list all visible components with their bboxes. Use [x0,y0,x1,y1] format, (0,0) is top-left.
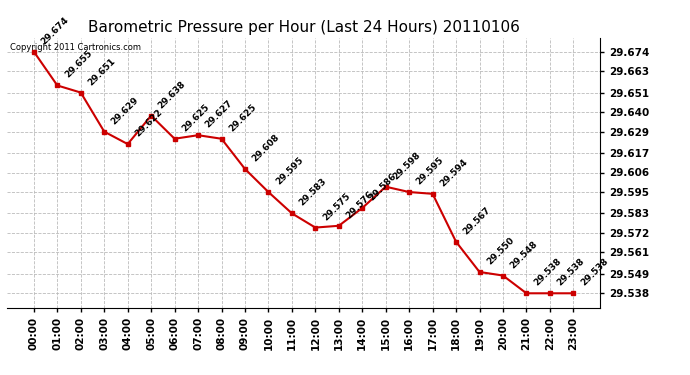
Title: Barometric Pressure per Hour (Last 24 Hours) 20110106: Barometric Pressure per Hour (Last 24 Ho… [88,20,520,35]
Text: Copyright 2011 Cartronics.com: Copyright 2011 Cartronics.com [10,43,141,52]
Text: 29.576: 29.576 [344,189,375,220]
Text: 29.583: 29.583 [297,177,328,208]
Text: 29.595: 29.595 [415,156,446,186]
Text: 29.594: 29.594 [438,157,469,188]
Text: 29.638: 29.638 [157,79,188,110]
Text: 29.586: 29.586 [368,171,399,202]
Text: 29.625: 29.625 [180,102,211,133]
Text: 29.595: 29.595 [274,156,305,186]
Text: 29.575: 29.575 [321,191,352,222]
Text: 29.548: 29.548 [509,239,540,270]
Text: 29.622: 29.622 [133,108,164,138]
Text: 29.538: 29.538 [532,257,563,288]
Text: 29.538: 29.538 [579,257,610,288]
Text: 29.538: 29.538 [555,257,586,288]
Text: 29.629: 29.629 [110,95,141,126]
Text: 29.674: 29.674 [39,15,70,46]
Text: 29.655: 29.655 [63,49,94,80]
Text: 29.550: 29.550 [485,236,516,266]
Text: 29.627: 29.627 [204,99,235,130]
Text: 29.608: 29.608 [250,132,282,164]
Text: 29.625: 29.625 [227,102,258,133]
Text: 29.567: 29.567 [462,205,493,236]
Text: 29.598: 29.598 [391,150,422,181]
Text: 29.651: 29.651 [86,56,117,87]
